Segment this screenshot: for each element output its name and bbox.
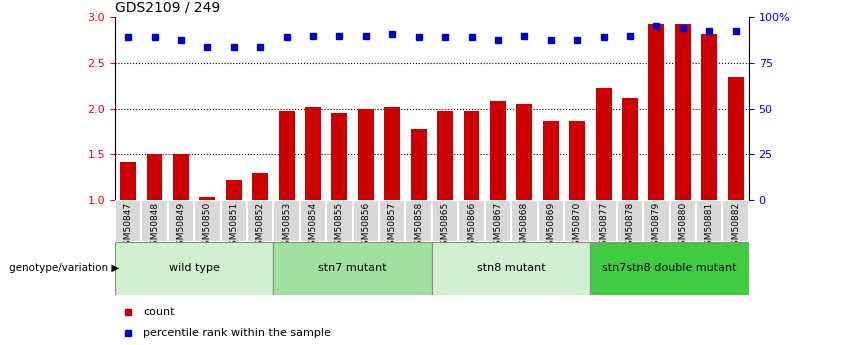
- Text: GSM50855: GSM50855: [335, 202, 344, 252]
- Bar: [675, 24, 691, 200]
- Bar: [141, 200, 168, 242]
- Bar: [648, 24, 665, 200]
- Bar: [437, 111, 453, 200]
- Bar: [459, 200, 485, 242]
- Bar: [617, 200, 643, 242]
- Text: GSM50847: GSM50847: [123, 202, 133, 251]
- Bar: [538, 200, 564, 242]
- Bar: [273, 200, 300, 242]
- Text: GSM50867: GSM50867: [494, 202, 502, 252]
- Text: GSM50878: GSM50878: [625, 202, 635, 252]
- Bar: [485, 200, 511, 242]
- Bar: [305, 107, 321, 200]
- Bar: [115, 200, 141, 242]
- Text: GSM50858: GSM50858: [414, 202, 423, 252]
- Text: GSM50882: GSM50882: [731, 202, 740, 251]
- Text: GSM50853: GSM50853: [282, 202, 291, 252]
- Text: wild type: wild type: [168, 263, 220, 273]
- Bar: [464, 111, 479, 200]
- Text: GSM50854: GSM50854: [309, 202, 317, 251]
- Text: genotype/variation ▶: genotype/variation ▶: [9, 263, 119, 273]
- Bar: [278, 111, 294, 200]
- Bar: [352, 200, 379, 242]
- Text: GDS2109 / 249: GDS2109 / 249: [115, 1, 220, 15]
- Text: count: count: [144, 307, 175, 317]
- Bar: [385, 107, 400, 200]
- Bar: [490, 101, 505, 200]
- Bar: [115, 241, 273, 295]
- Text: GSM50881: GSM50881: [705, 202, 714, 252]
- Bar: [379, 200, 405, 242]
- Bar: [194, 200, 220, 242]
- Bar: [332, 113, 347, 200]
- Text: percentile rank within the sample: percentile rank within the sample: [144, 328, 331, 338]
- Bar: [252, 172, 268, 200]
- Bar: [220, 200, 247, 242]
- Bar: [411, 129, 426, 200]
- Bar: [670, 200, 696, 242]
- Text: GSM50877: GSM50877: [599, 202, 608, 252]
- Bar: [569, 120, 585, 200]
- Bar: [622, 98, 638, 200]
- Bar: [146, 155, 163, 200]
- Text: GSM50850: GSM50850: [203, 202, 212, 252]
- Text: GSM50849: GSM50849: [176, 202, 186, 251]
- Text: stn7 mutant: stn7 mutant: [318, 263, 387, 273]
- Text: GSM50848: GSM50848: [150, 202, 159, 251]
- Bar: [722, 200, 749, 242]
- Bar: [247, 200, 273, 242]
- Bar: [226, 180, 242, 200]
- Bar: [431, 200, 459, 242]
- Text: stn8 mutant: stn8 mutant: [477, 263, 545, 273]
- Text: stn7stn8 double mutant: stn7stn8 double mutant: [603, 263, 737, 273]
- Text: GSM50857: GSM50857: [388, 202, 397, 252]
- Bar: [643, 200, 670, 242]
- Text: GSM50870: GSM50870: [573, 202, 582, 252]
- Bar: [591, 241, 749, 295]
- Bar: [173, 155, 189, 200]
- Text: GSM50852: GSM50852: [255, 202, 265, 251]
- Bar: [591, 200, 617, 242]
- Bar: [543, 120, 558, 200]
- Text: GSM50866: GSM50866: [467, 202, 476, 252]
- Bar: [199, 197, 215, 200]
- Bar: [596, 88, 612, 200]
- Bar: [273, 241, 431, 295]
- Bar: [517, 104, 532, 200]
- Bar: [326, 200, 352, 242]
- Bar: [120, 162, 136, 200]
- Text: GSM50865: GSM50865: [441, 202, 449, 252]
- Bar: [564, 200, 591, 242]
- Text: GSM50869: GSM50869: [546, 202, 555, 252]
- Bar: [728, 77, 744, 200]
- Text: GSM50851: GSM50851: [229, 202, 238, 252]
- Bar: [358, 109, 374, 200]
- Bar: [431, 241, 591, 295]
- Text: GSM50879: GSM50879: [652, 202, 661, 252]
- Bar: [696, 200, 722, 242]
- Bar: [701, 34, 717, 200]
- Bar: [511, 200, 538, 242]
- Bar: [405, 200, 431, 242]
- Bar: [168, 200, 194, 242]
- Bar: [300, 200, 326, 242]
- Text: GSM50856: GSM50856: [362, 202, 370, 252]
- Text: GSM50880: GSM50880: [678, 202, 688, 252]
- Text: GSM50868: GSM50868: [520, 202, 528, 252]
